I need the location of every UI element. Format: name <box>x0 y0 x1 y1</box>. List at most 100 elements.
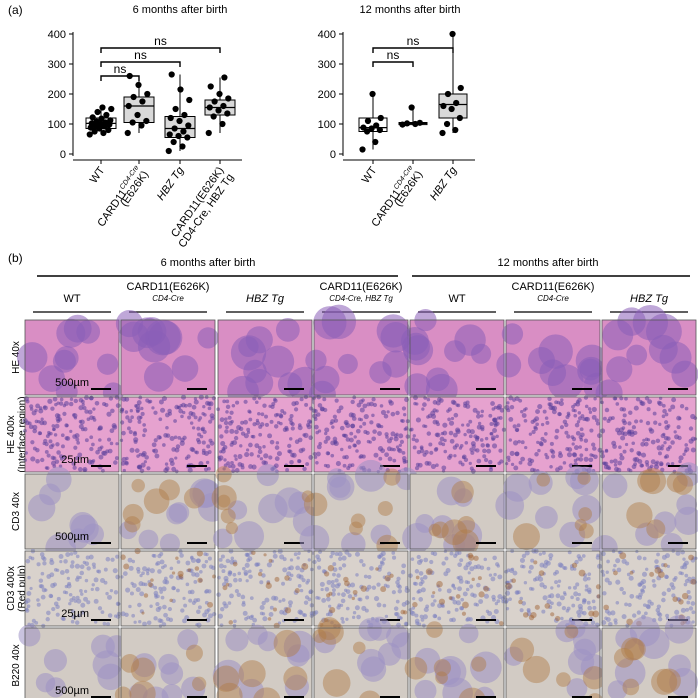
tissue-texture <box>248 615 254 621</box>
tissue-texture <box>119 409 124 414</box>
tissue-texture <box>61 455 66 460</box>
tissue-texture <box>557 579 562 584</box>
tissue-texture <box>203 467 209 472</box>
tissue-texture <box>496 564 500 568</box>
tissue-texture <box>664 454 670 459</box>
stain-spot <box>220 508 236 524</box>
tissue-texture <box>279 554 285 560</box>
tissue-texture <box>651 578 656 583</box>
tissue-texture <box>38 578 44 583</box>
tissue-texture <box>593 397 597 401</box>
tissue-texture <box>631 569 635 574</box>
tissue-texture <box>565 609 570 613</box>
y-tick-label: 300 <box>318 59 336 71</box>
stain-spot <box>225 522 238 535</box>
stain-spot <box>183 487 205 509</box>
tissue-texture <box>352 610 357 615</box>
tissue-texture <box>330 453 335 458</box>
scale-bar-label: 25µm <box>61 608 89 620</box>
data-point <box>99 104 106 111</box>
tissue-texture <box>40 594 46 600</box>
tissue-texture <box>628 575 634 581</box>
stain-spot <box>639 468 667 495</box>
tissue-texture <box>639 463 644 468</box>
micrograph-border <box>409 627 505 698</box>
tissue-texture <box>59 570 65 575</box>
tissue-texture <box>401 406 407 411</box>
tissue-texture <box>612 568 616 572</box>
tissue-texture <box>392 458 397 463</box>
tissue-texture <box>637 451 642 457</box>
tissue-texture <box>208 564 214 569</box>
tissue-texture <box>345 617 349 621</box>
tissue-texture <box>607 466 612 471</box>
tissue-texture <box>320 587 324 592</box>
tissue-texture <box>52 349 76 373</box>
tissue-texture <box>414 613 419 618</box>
tissue-texture <box>160 595 165 600</box>
tissue-texture <box>579 453 584 458</box>
tissue-texture <box>367 575 372 580</box>
tissue-texture <box>73 599 78 603</box>
tissue-texture <box>634 419 639 424</box>
x-category-label: WT <box>360 165 380 186</box>
micrograph <box>16 314 124 404</box>
tissue-texture <box>69 397 74 401</box>
tissue-texture <box>492 555 497 561</box>
tissue-texture <box>654 564 659 570</box>
tissue-texture <box>339 425 345 431</box>
tissue-texture <box>175 444 181 449</box>
tissue-texture <box>205 400 210 406</box>
tissue-texture <box>653 464 660 470</box>
tissue-texture <box>75 455 80 461</box>
tissue-texture <box>120 461 126 466</box>
tissue-texture <box>169 574 174 579</box>
tissue-texture <box>285 468 290 472</box>
tissue-texture <box>230 556 235 561</box>
tissue-texture <box>448 420 455 426</box>
tissue-texture <box>95 449 100 455</box>
tissue-texture <box>528 586 533 591</box>
tissue-texture <box>26 604 31 609</box>
stain-spot <box>688 554 694 561</box>
tissue-texture <box>509 450 515 456</box>
stain-spot <box>178 574 184 579</box>
tissue-texture <box>533 426 539 431</box>
tissue-texture <box>355 449 359 453</box>
tissue-texture <box>642 585 647 589</box>
tissue-texture <box>576 420 581 424</box>
tissue-texture <box>36 598 40 602</box>
stain-spot <box>588 610 595 617</box>
tissue-texture <box>289 413 294 418</box>
tissue-texture <box>99 577 106 583</box>
tissue-texture <box>576 610 581 615</box>
tissue-texture <box>132 432 138 437</box>
tissue-texture <box>548 557 553 561</box>
tissue-texture <box>238 578 243 582</box>
tissue-texture <box>77 467 83 472</box>
tissue-texture <box>439 436 445 442</box>
tissue-texture <box>307 549 311 554</box>
tissue-texture <box>381 557 386 562</box>
tissue-texture <box>602 416 607 421</box>
column-header: CARD11(E626K) <box>320 281 403 293</box>
tissue-texture <box>624 396 628 401</box>
tissue-texture <box>199 434 204 439</box>
tissue-texture <box>218 563 224 569</box>
tissue-texture <box>223 420 229 426</box>
tissue-texture <box>528 564 534 570</box>
tissue-texture <box>223 564 227 569</box>
tissue-texture <box>303 600 309 605</box>
tissue-texture <box>32 446 37 451</box>
significance-bracket <box>100 61 181 67</box>
tissue-texture <box>635 522 659 546</box>
tissue-texture <box>229 593 234 599</box>
stain-spot <box>143 593 149 598</box>
tissue-texture <box>125 415 130 420</box>
tissue-texture <box>180 437 185 443</box>
tissue-texture <box>592 446 597 451</box>
data-point <box>175 132 182 140</box>
tissue-texture <box>434 432 440 437</box>
stain-spot <box>322 669 351 697</box>
tissue-texture <box>663 435 669 441</box>
